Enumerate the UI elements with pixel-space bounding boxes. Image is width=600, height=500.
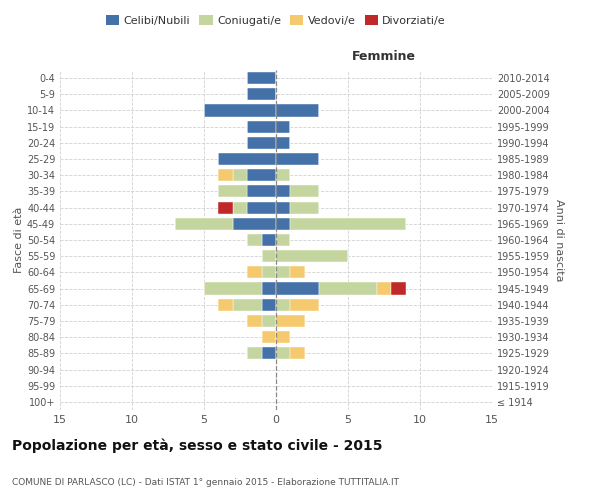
Bar [262, 282, 276, 294]
Bar [276, 137, 290, 149]
Bar [276, 348, 290, 360]
Bar [247, 120, 276, 132]
Y-axis label: Fasce di età: Fasce di età [14, 207, 24, 273]
Bar [276, 104, 319, 117]
Bar [247, 169, 276, 181]
Bar [247, 348, 262, 360]
Bar [175, 218, 233, 230]
Bar [276, 282, 319, 294]
Bar [262, 315, 276, 327]
Text: COMUNE DI PARLASCO (LC) - Dati ISTAT 1° gennaio 2015 - Elaborazione TUTTITALIA.I: COMUNE DI PARLASCO (LC) - Dati ISTAT 1° … [12, 478, 399, 487]
Legend: Celibi/Nubili, Coniugati/e, Vedovi/e, Divorziati/e: Celibi/Nubili, Coniugati/e, Vedovi/e, Di… [101, 10, 451, 30]
Bar [290, 218, 406, 230]
Bar [247, 137, 276, 149]
Bar [290, 348, 305, 360]
Bar [276, 120, 290, 132]
Bar [276, 315, 305, 327]
Bar [233, 218, 276, 230]
Bar [276, 169, 290, 181]
Bar [218, 186, 247, 198]
Y-axis label: Anni di nascita: Anni di nascita [554, 198, 563, 281]
Bar [218, 169, 233, 181]
Bar [218, 202, 233, 213]
Bar [276, 250, 348, 262]
Bar [290, 202, 319, 213]
Bar [247, 202, 276, 213]
Bar [247, 72, 276, 84]
Bar [247, 88, 276, 101]
Text: Popolazione per età, sesso e stato civile - 2015: Popolazione per età, sesso e stato civil… [12, 438, 383, 453]
Bar [276, 186, 290, 198]
Bar [233, 298, 262, 311]
Bar [233, 169, 247, 181]
Bar [276, 331, 290, 343]
Bar [262, 331, 276, 343]
Bar [262, 234, 276, 246]
Bar [204, 282, 262, 294]
Bar [319, 282, 377, 294]
Bar [290, 298, 319, 311]
Bar [218, 298, 233, 311]
Bar [247, 266, 262, 278]
Bar [276, 218, 290, 230]
Bar [276, 234, 290, 246]
Bar [233, 202, 247, 213]
Bar [377, 282, 391, 294]
Bar [218, 153, 276, 165]
Bar [262, 250, 276, 262]
Bar [391, 282, 406, 294]
Bar [276, 298, 290, 311]
Bar [204, 104, 276, 117]
Bar [262, 266, 276, 278]
Bar [290, 186, 319, 198]
Bar [247, 186, 276, 198]
Bar [276, 202, 290, 213]
Bar [276, 266, 290, 278]
Bar [247, 234, 262, 246]
Bar [262, 298, 276, 311]
Bar [290, 266, 305, 278]
Bar [247, 315, 262, 327]
Bar [276, 153, 319, 165]
Bar [262, 348, 276, 360]
Text: Femmine: Femmine [352, 50, 416, 63]
